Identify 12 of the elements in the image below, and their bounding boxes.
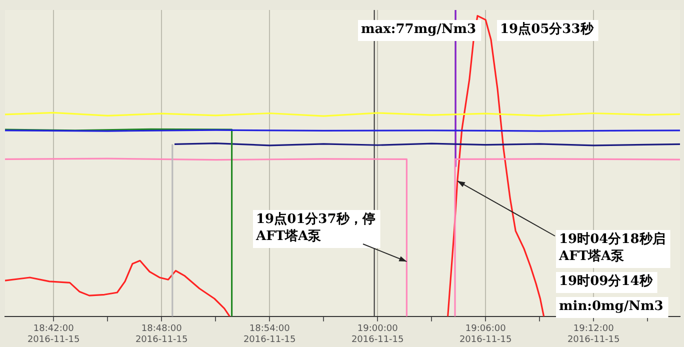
- annotation: 19点05分33秒: [500, 20, 594, 37]
- annotation: 19点01分37秒，停AFT塔A泵: [255, 210, 376, 244]
- x-tick-label: 19:12:00 2016-11-15: [567, 324, 620, 345]
- annotation: 19时09分14秒: [559, 274, 654, 289]
- annotation: max:77mg/Nm3: [361, 22, 476, 37]
- x-tick-label: 18:42:00 2016-11-15: [27, 324, 80, 345]
- annotation: 19时04分18秒启AFT塔A泵: [558, 230, 666, 264]
- x-tick-label: 19:06:00 2016-11-15: [459, 324, 512, 345]
- x-tick-label: 18:54:00 2016-11-15: [243, 324, 296, 345]
- annotation: min:0mg/Nm3: [559, 298, 664, 314]
- x-tick-label: 19:00:00 2016-11-15: [351, 324, 404, 345]
- x-tick-label: 18:48:00 2016-11-15: [135, 324, 188, 345]
